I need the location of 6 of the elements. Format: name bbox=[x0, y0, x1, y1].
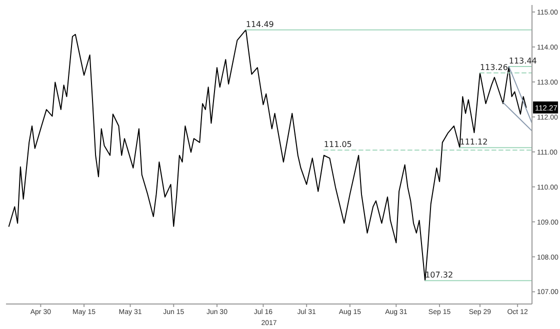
annotation: 113.26 bbox=[480, 62, 508, 72]
annotation: 107.32 bbox=[425, 270, 454, 280]
annotation: 113.44 bbox=[508, 56, 537, 66]
annotation: 111.05 bbox=[324, 140, 352, 150]
annotation: 111.12 bbox=[460, 138, 488, 147]
annotation: 114.49 bbox=[246, 20, 274, 29]
